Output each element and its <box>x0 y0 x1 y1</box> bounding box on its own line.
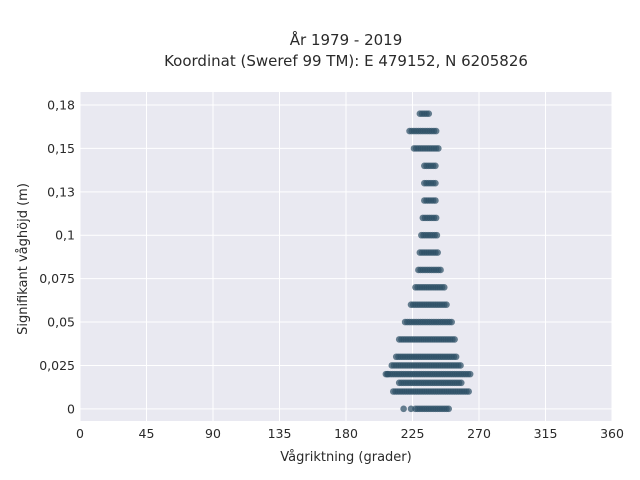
x-tick-label: 270 <box>467 426 491 441</box>
data-point <box>437 266 444 274</box>
data-point <box>384 370 391 378</box>
data-point <box>452 353 460 361</box>
data-point <box>432 179 439 187</box>
data-point <box>432 197 439 204</box>
x-axis-label: Vågriktning (grader) <box>280 450 411 465</box>
data-point <box>407 405 415 413</box>
data-points <box>382 110 474 413</box>
data-point <box>451 336 458 343</box>
data-point <box>400 405 407 413</box>
data-point <box>434 249 441 256</box>
y-tick-label: 0,025 <box>39 358 75 373</box>
y-tick-label: 0,18 <box>47 98 75 113</box>
y-tick-label: 0,13 <box>47 184 75 199</box>
data-point <box>432 214 440 222</box>
data-point <box>448 318 455 326</box>
data-point <box>445 405 453 413</box>
x-tick-label: 225 <box>401 426 425 441</box>
x-tick-label: 180 <box>334 426 358 441</box>
x-tick-label: 360 <box>600 426 624 441</box>
x-tick-label: 315 <box>534 426 558 441</box>
data-point <box>432 162 439 170</box>
data-point <box>457 362 464 369</box>
y-tick-label: 0,15 <box>47 141 75 156</box>
y-tick-label: 0 <box>67 401 75 416</box>
x-tick-label: 90 <box>205 426 221 441</box>
y-tick-label: 0,075 <box>39 271 75 286</box>
x-tick-label: 45 <box>139 426 155 441</box>
data-point <box>443 301 450 308</box>
data-point <box>466 370 474 378</box>
x-tick-label: 0 <box>76 426 84 441</box>
data-point <box>433 231 441 239</box>
data-point <box>432 127 440 135</box>
y-axis-ticks: 0 0,025 0,05 0,075 0,1 0,13 0,15 0,18 <box>39 98 75 417</box>
x-axis-ticks: 0 45 90 135 180 225 270 315 360 <box>76 426 624 441</box>
chart-title-line1: År 1979 - 2019 <box>290 30 403 49</box>
data-point <box>425 110 433 117</box>
x-tick-label: 135 <box>268 426 292 441</box>
data-point <box>435 145 442 152</box>
data-point <box>457 379 465 387</box>
grid-lines <box>79 92 613 421</box>
y-tick-label: 0,05 <box>47 315 75 330</box>
y-axis-label: Signifikant våghöjd (m) <box>16 183 31 335</box>
data-point <box>465 388 472 395</box>
chart-title-line2: Koordinat (Sweref 99 TM): E 479152, N 62… <box>164 52 528 70</box>
y-tick-label: 0,1 <box>55 228 75 243</box>
data-point <box>440 284 448 291</box>
